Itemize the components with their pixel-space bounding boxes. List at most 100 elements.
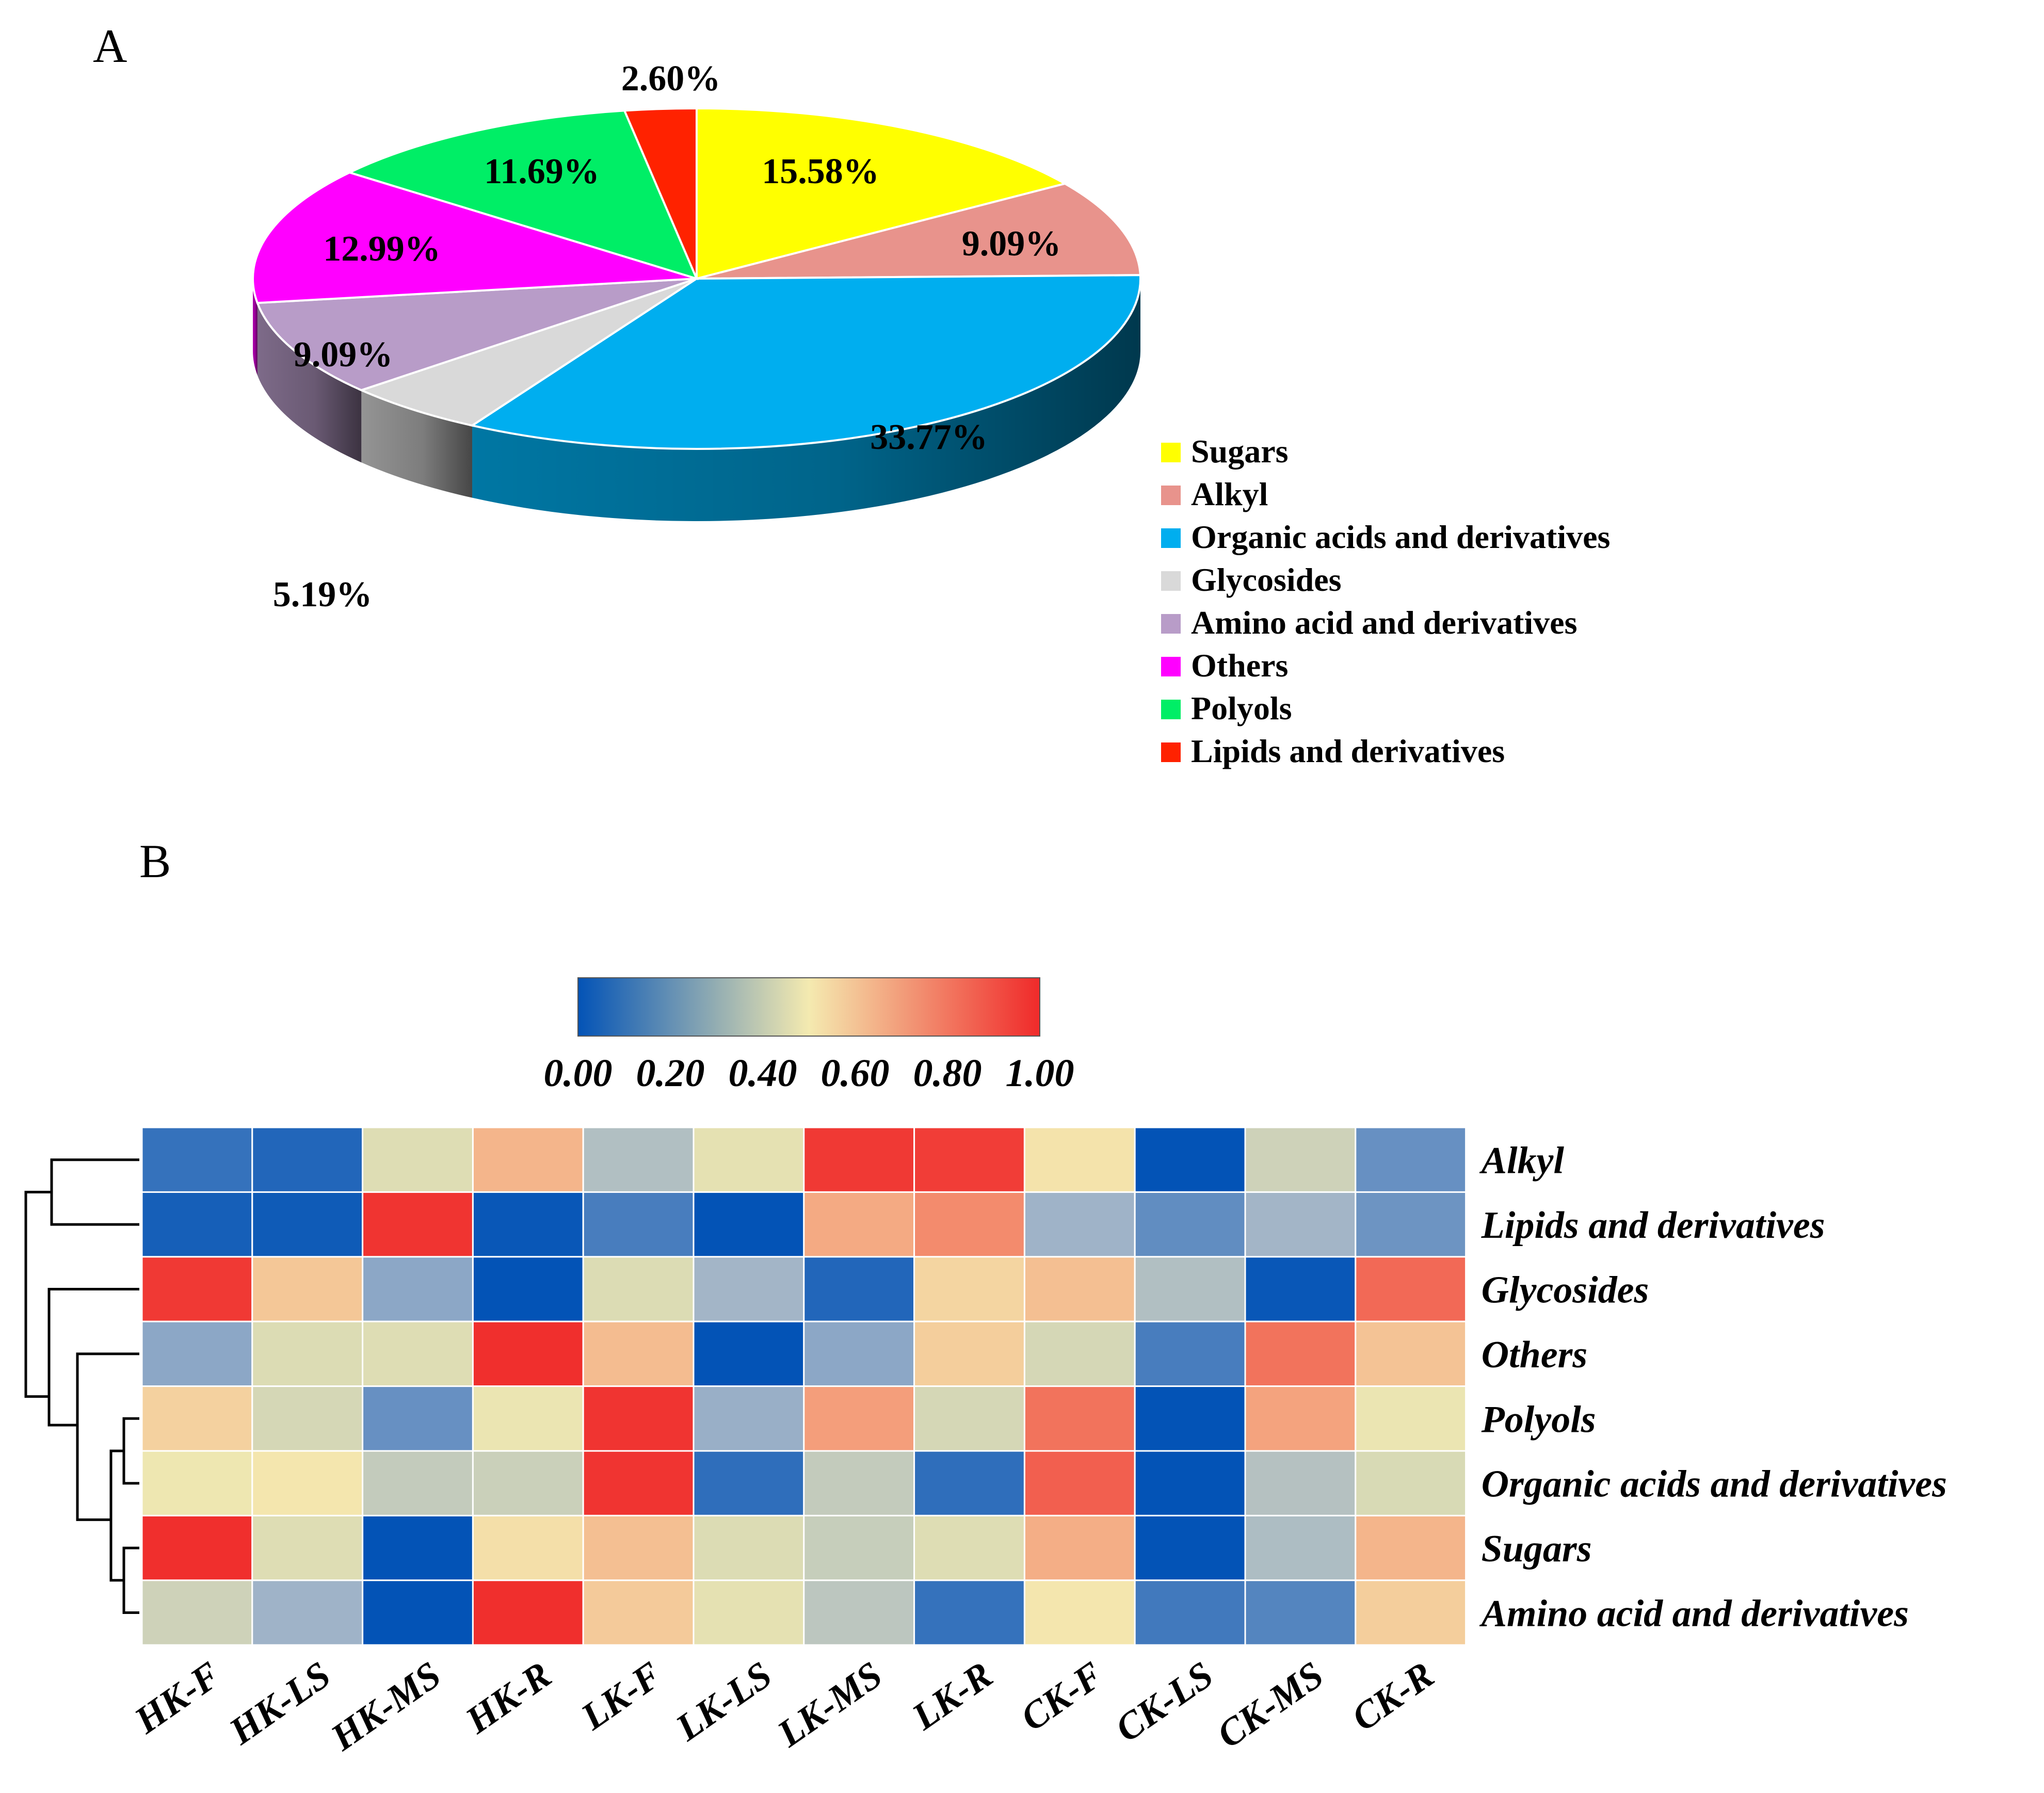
heatmap-cell-lipids-and-derivatives-lk-ms — [803, 1191, 915, 1258]
legend-label-lipids-and-derivatives: Lipids and derivatives — [1191, 733, 1505, 769]
dendrogram-branch-3 — [109, 1449, 124, 1582]
colorbar-tick-4: 0.80 — [913, 1052, 982, 1095]
heatmap-cell-sugars-lk-ms — [803, 1514, 915, 1581]
heatmap-cell-organic-acids-and-derivatives-hk-ls — [251, 1450, 364, 1516]
heatmap-cell-lipids-and-derivatives-ck-f — [1023, 1191, 1136, 1258]
heatmap-cell-organic-acids-and-derivatives-hk-ms — [362, 1450, 474, 1516]
legend-swatch-polyols — [1161, 700, 1181, 719]
heatmap-cell-polyols-ck-r — [1355, 1385, 1467, 1452]
pie-label-organic-acids-and-derivatives: 33.77% — [870, 417, 988, 457]
heatmap-cell-lipids-and-derivatives-ck-r — [1355, 1191, 1467, 1258]
heatmap-cell-others-lk-f — [582, 1320, 695, 1387]
heatmap-cell-others-ck-ms — [1244, 1320, 1357, 1387]
col-label-ck-ls: CK-LS — [1108, 1654, 1221, 1750]
colorbar-tick-5: 1.00 — [1006, 1052, 1074, 1095]
colorbar-gradient — [577, 977, 1040, 1037]
heatmap-cell-others-lk-ls — [693, 1320, 805, 1387]
col-label-hk-ms: HK-MS — [323, 1654, 448, 1759]
legend-swatch-amino-acid-and-derivatives — [1161, 614, 1181, 634]
pie-side-shade-amino-acid-and-derivatives — [257, 303, 362, 463]
legend-label-alkyl: Alkyl — [1191, 476, 1268, 512]
pie-slice-organic-acids-and-derivatives — [469, 274, 1141, 450]
heatmap-cell-glycosides-hk-f — [141, 1256, 253, 1322]
dendrogram-branch-6 — [24, 1190, 52, 1398]
heatmap-cell-glycosides-hk-ls — [251, 1256, 364, 1322]
panel-label-b: B — [139, 835, 171, 887]
colorbar-tick-1: 0.20 — [636, 1052, 705, 1095]
heatmap-cell-organic-acids-and-derivatives-ck-ms — [1244, 1450, 1357, 1516]
heatmap-cell-polyols-ck-ls — [1134, 1385, 1246, 1452]
legend-label-glycosides: Glycosides — [1191, 561, 1342, 598]
heatmap-cell-polyols-ck-f — [1023, 1385, 1136, 1452]
heatmap-cell-amino-acid-and-derivatives-lk-ls — [693, 1579, 805, 1646]
col-label-lk-ls: LK-LS — [668, 1654, 779, 1750]
pie-slice-sugars — [696, 107, 1068, 280]
heatmap-cell-others-hk-ls — [251, 1320, 364, 1387]
colorbar-ticks: 0.00 0.20 0.40 0.60 0.80 1.00 — [544, 1052, 1074, 1095]
heatmap-cell-alkyl-ck-ms — [1244, 1126, 1357, 1193]
heatmap-cell-sugars-lk-ls — [693, 1514, 805, 1581]
pie-top-slices — [252, 107, 1141, 450]
heatmap-cell-sugars-ck-ls — [1134, 1514, 1246, 1581]
pie-label-polyols: 11.69% — [484, 152, 600, 191]
heatmap-cell-alkyl-lk-ms — [803, 1126, 915, 1193]
legend-swatch-sugars — [1161, 443, 1181, 462]
pie-slice-amino-acid-and-derivatives — [255, 278, 697, 392]
heatmap-cell-amino-acid-and-derivatives-hk-r — [472, 1579, 584, 1646]
heatmap-cell-organic-acids-and-derivatives-ck-ls — [1134, 1450, 1246, 1516]
heatmap-cell-organic-acids-and-derivatives-lk-f — [582, 1450, 695, 1516]
col-label-lk-r: LK-R — [904, 1654, 1000, 1738]
heatmap-cell-amino-acid-and-derivatives-ck-ls — [1134, 1579, 1246, 1646]
heatmap-cell-polyols-lk-ls — [693, 1385, 805, 1452]
heatmap-cell-others-lk-ms — [803, 1320, 915, 1387]
heatmap-cell-alkyl-hk-r — [472, 1126, 584, 1193]
heatmap-cell-others-ck-f — [1023, 1320, 1136, 1387]
colorbar-tick-3: 0.60 — [821, 1052, 890, 1095]
heatmap-cell-lipids-and-derivatives-lk-r — [913, 1191, 1025, 1258]
row-label-others: Others — [1482, 1334, 1588, 1376]
heatmap-cell-polyols-lk-f — [582, 1385, 695, 1452]
heatmap-cell-organic-acids-and-derivatives-hk-f — [141, 1450, 253, 1516]
row-label-lipids-and-derivatives: Lipids and derivatives — [1481, 1204, 1825, 1247]
dendrogram-branch-4 — [76, 1352, 139, 1521]
legend-swatch-others — [1161, 657, 1181, 676]
heatmap-cell-polyols-hk-f — [141, 1385, 253, 1452]
pie-label-amino-acid-and-derivatives: 9.09% — [294, 335, 393, 375]
heatmap-cell-sugars-ck-ms — [1244, 1514, 1357, 1581]
pie-slice-lipids-and-derivatives — [623, 107, 698, 279]
heatmap-cell-alkyl-hk-ms — [362, 1126, 474, 1193]
heatmap-cell-organic-acids-and-derivatives-lk-r — [913, 1450, 1025, 1516]
heatmap-row-labels: Alkyl Lipids and derivatives Glycosides Oth… — [1479, 1140, 1947, 1635]
heatmap-cell-alkyl-hk-ls — [251, 1126, 364, 1193]
heatmap-cell-sugars-ck-r — [1355, 1514, 1467, 1581]
heatmap-cell-sugars-lk-r — [913, 1514, 1025, 1581]
heatmap-cell-alkyl-ck-f — [1023, 1126, 1136, 1193]
pie-slice-glycosides — [358, 278, 698, 427]
heatmap-cell-glycosides-lk-ls — [693, 1256, 805, 1322]
pie-legend: Sugars Alkyl Organic acids and derivatives… — [1161, 433, 1610, 769]
legend-swatch-glycosides — [1161, 571, 1181, 591]
heatmap-cell-sugars-ck-f — [1023, 1514, 1136, 1581]
heatmap-cell-polyols-hk-r — [472, 1385, 584, 1452]
heatmap-cell-amino-acid-and-derivatives-ck-f — [1023, 1579, 1136, 1646]
pie-label-alkyl: 9.09% — [962, 224, 1061, 264]
row-label-alkyl: Alkyl — [1479, 1140, 1565, 1182]
legend-label-polyols: Polyols — [1191, 690, 1292, 726]
pie-slice-polyols — [347, 109, 699, 281]
heatmap-cell-lipids-and-derivatives-hk-r — [472, 1191, 584, 1258]
heatmap-cell-sugars-hk-ls — [251, 1514, 364, 1581]
heatmap-cell-glycosides-ck-ms — [1244, 1256, 1357, 1322]
row-label-polyols: Polyols — [1481, 1398, 1596, 1441]
heatmap-cell-others-lk-r — [913, 1320, 1025, 1387]
heatmap-cell-sugars-lk-f — [582, 1514, 695, 1581]
heatmap-cell-others-hk-ms — [362, 1320, 474, 1387]
heatmap-cell-others-hk-f — [141, 1320, 253, 1387]
heatmap-cell-glycosides-lk-f — [582, 1256, 695, 1322]
heatmap-cell-organic-acids-and-derivatives-ck-f — [1023, 1450, 1136, 1516]
heatmap-cell-lipids-and-derivatives-hk-ls — [251, 1191, 364, 1258]
heatmap-cell-lipids-and-derivatives-lk-ls — [693, 1191, 805, 1258]
col-label-ck-ms: CK-MS — [1210, 1654, 1331, 1756]
heatmap-cell-alkyl-ck-r — [1355, 1126, 1467, 1193]
heatmap-cell-polyols-lk-ms — [803, 1385, 915, 1452]
